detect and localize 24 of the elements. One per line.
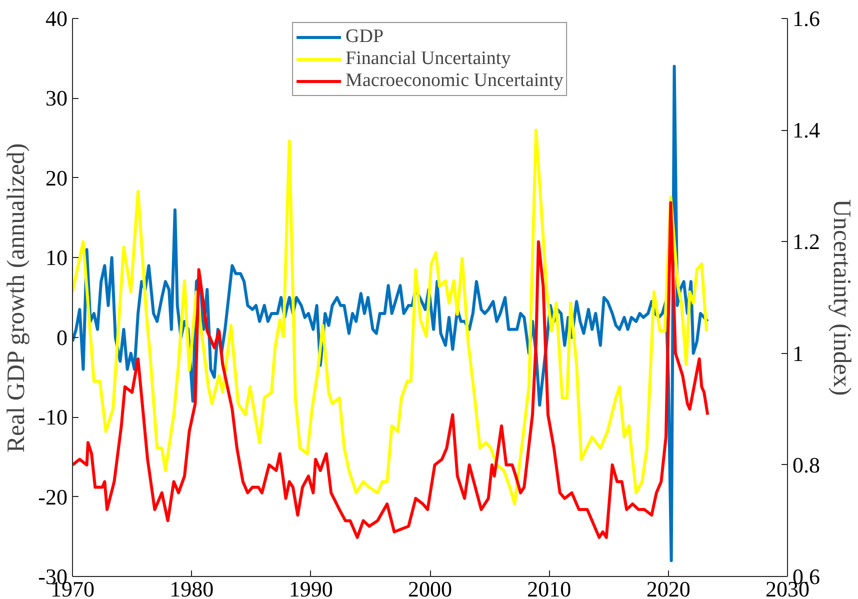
y2-tick-label: 1.6 bbox=[792, 6, 820, 31]
y-tick-label: 20 bbox=[46, 165, 68, 190]
line-series bbox=[72, 128, 708, 506]
y2-axis-title: Uncertainty (index) bbox=[828, 199, 855, 396]
x-tick-label: 1980 bbox=[170, 576, 214, 599]
y-tick-label: -10 bbox=[38, 404, 68, 430]
y2-tick-label: 1.2 bbox=[792, 229, 820, 254]
line-series bbox=[72, 201, 710, 539]
y2-tick-label: 0.8 bbox=[792, 452, 820, 478]
x-tick-label: 2010 bbox=[527, 576, 572, 599]
legend-label: Macroeconomic Uncertainty bbox=[346, 70, 564, 92]
y2-tick-label: 1.4 bbox=[792, 118, 820, 143]
x-tick-label: 1990 bbox=[288, 576, 333, 599]
y-axis-title: Real GDP growth (annualized) bbox=[3, 143, 30, 453]
y-tick-label: 30 bbox=[46, 86, 68, 111]
x-tick-label: 2020 bbox=[646, 576, 690, 599]
y2-tick-label: 1 bbox=[792, 340, 804, 366]
y-tick-label: 10 bbox=[46, 245, 68, 270]
x-tick-label: 2000 bbox=[408, 576, 452, 599]
y-tick-label: -20 bbox=[38, 484, 68, 510]
legend-label: GDP bbox=[346, 26, 384, 48]
legend-label: Financial Uncertainty bbox=[346, 48, 511, 70]
y-tick-label: 0 bbox=[56, 324, 68, 350]
y-tick-label: 40 bbox=[46, 6, 68, 31]
